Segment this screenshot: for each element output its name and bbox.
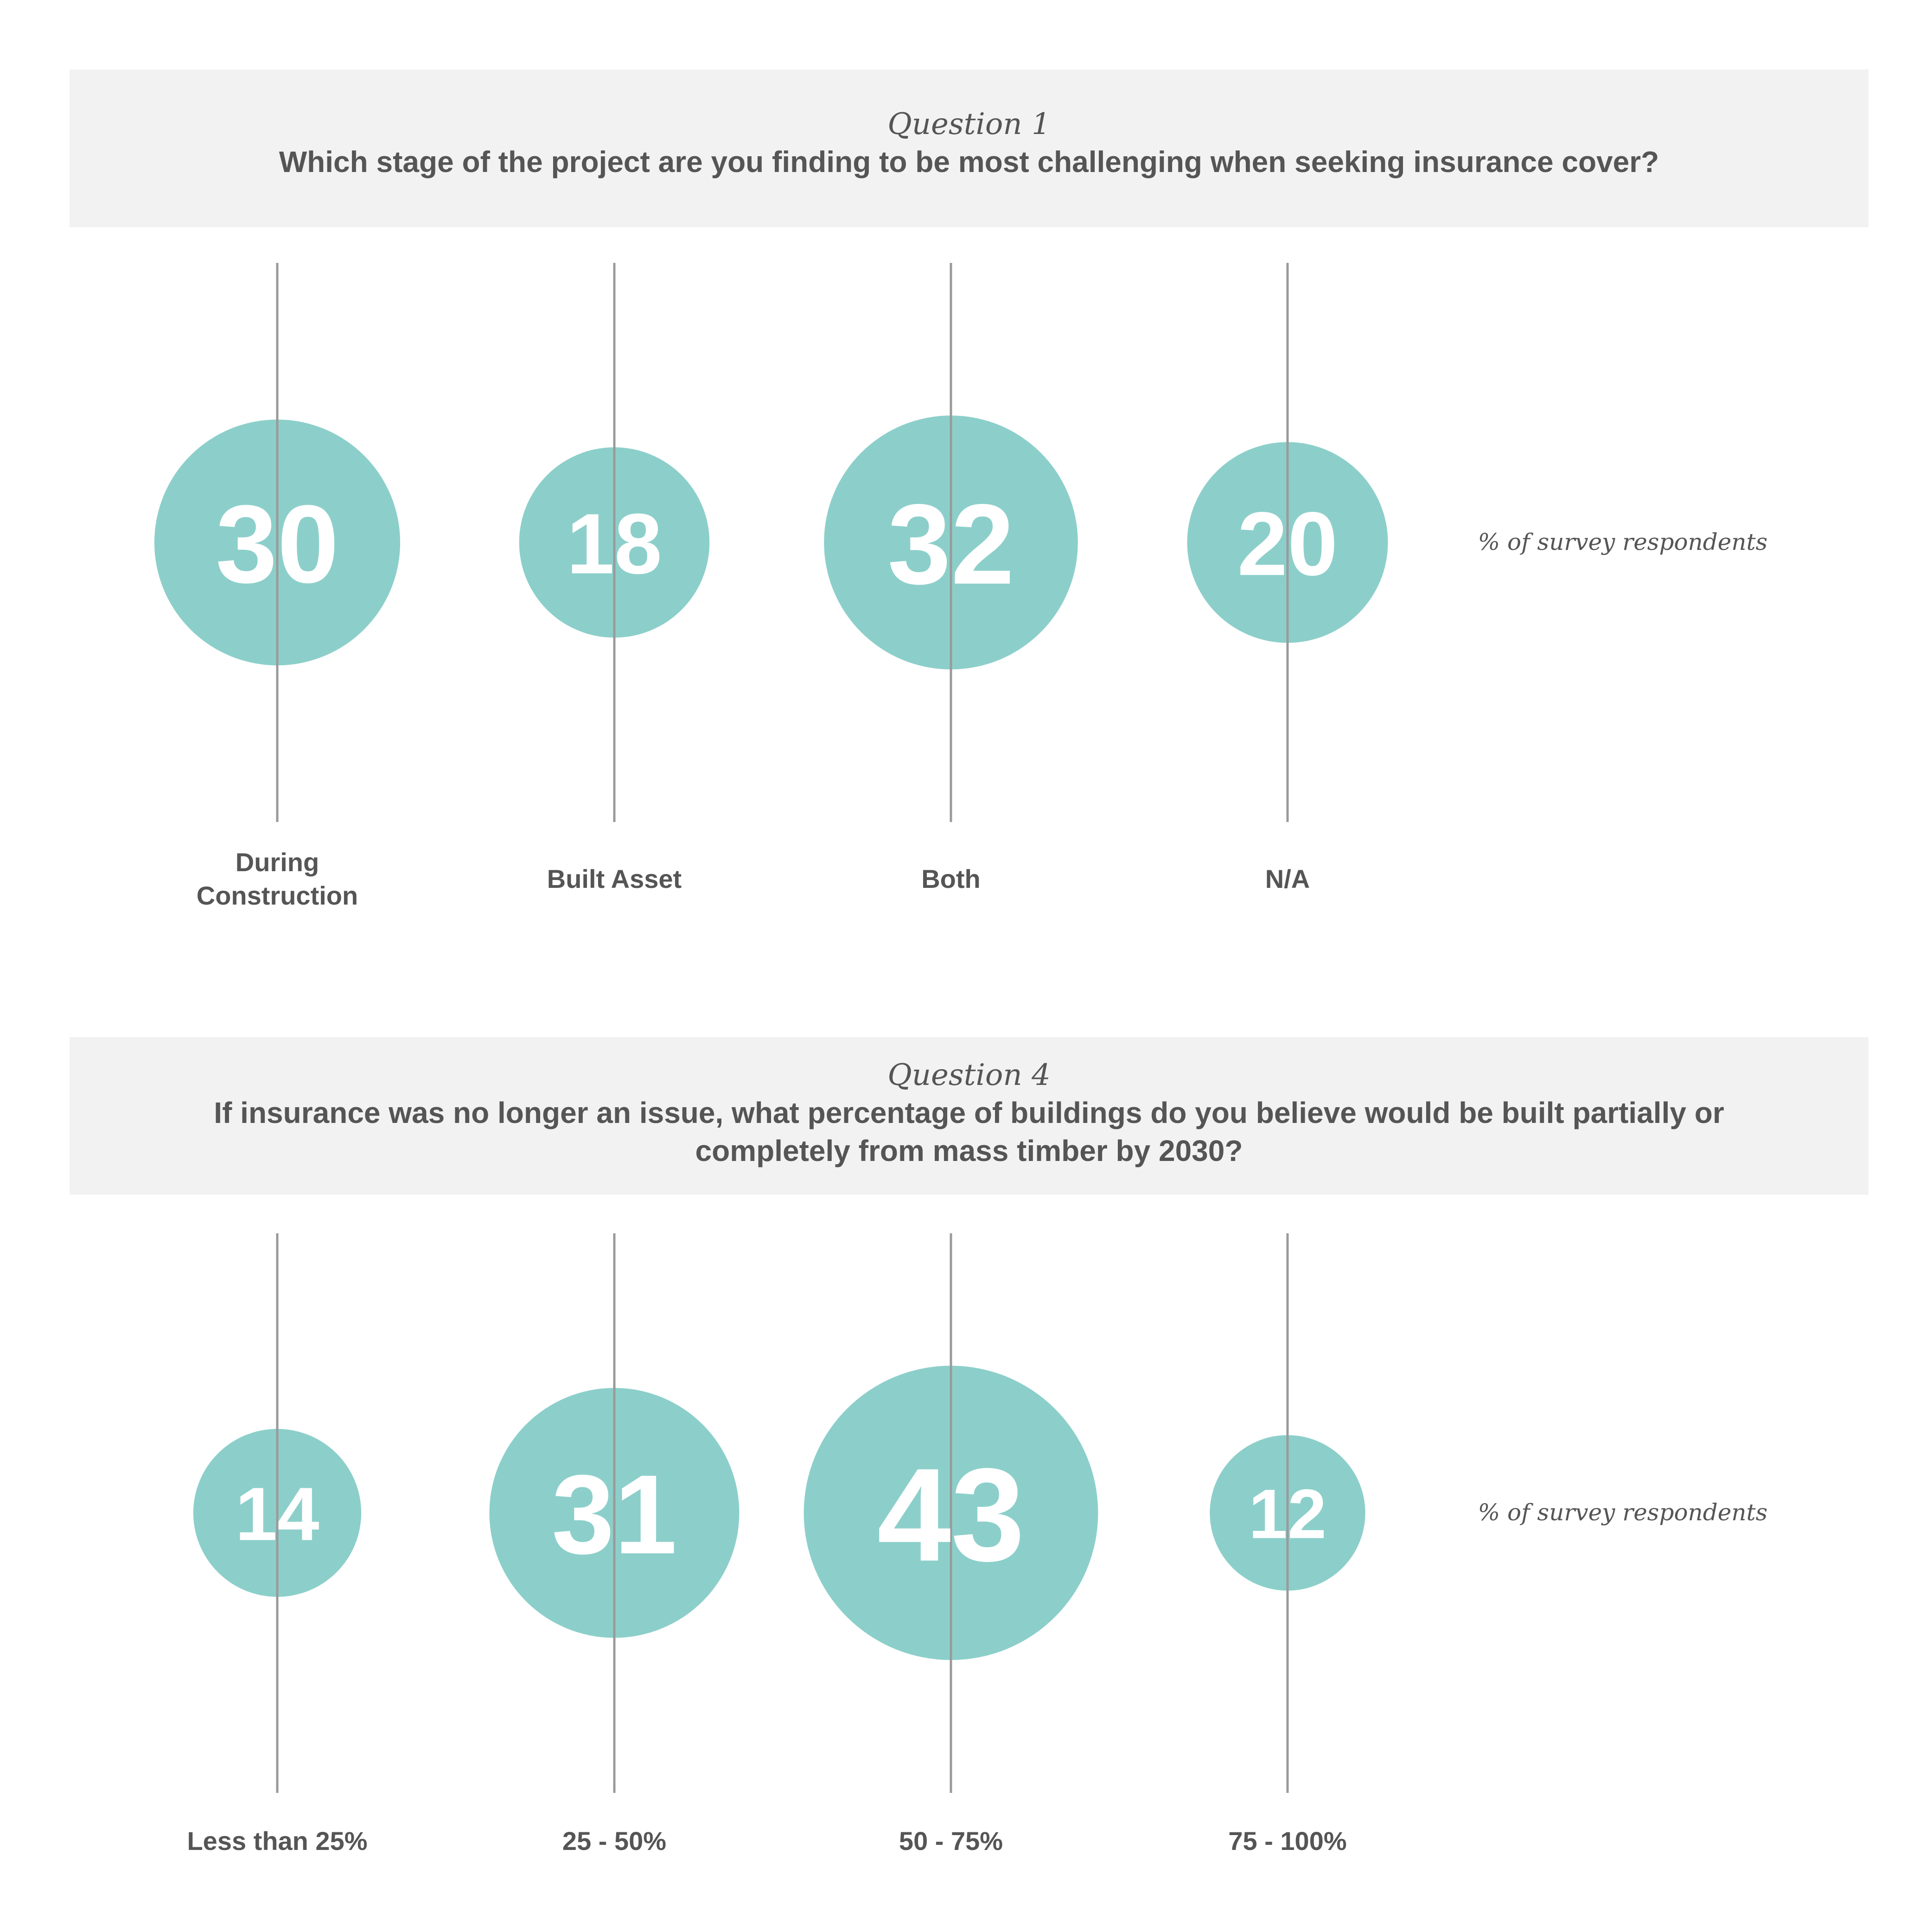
value-label-3: 12 [1249,1474,1326,1553]
category-label-0-line-0: During [236,848,319,877]
question-4-bubble-chart: 14 Less than 25% 31 25 - 50% 43 50 - 75% 12 75 … [187,1233,1768,1855]
value-label-1: 18 [567,497,662,592]
category-label-2: 50 - 75% [899,1826,1003,1855]
category-label-0-line-1: Construction [197,881,358,910]
question-1-label: Question 1 [887,107,1051,141]
question-4-panel: Question 4 If insurance was no longer an… [70,1037,1868,1195]
value-label-0: 30 [216,482,339,606]
value-label-2: 43 [877,1441,1025,1589]
category-label-3: 75 - 100% [1228,1826,1346,1855]
category-label-1: Built Asset [547,864,682,893]
value-label-1: 31 [552,1452,677,1577]
unit-label: % of survey respondents [1478,1499,1768,1526]
value-label-2: 32 [887,481,1014,608]
category-label-0: Less than 25% [187,1826,367,1855]
category-label-2: Both [921,864,981,893]
value-label-3: 20 [1237,493,1338,594]
question-4-title: If insurance was no longer an issue, wha… [214,1096,1724,1167]
category-label-1: 25 - 50% [562,1826,666,1855]
value-label-0: 14 [235,1472,319,1556]
question-4-label: Question 4 [887,1058,1051,1092]
category-label-3: N/A [1265,864,1310,893]
question-1-panel: Question 1 Which stage of the project ar… [70,70,1868,227]
question-1-title: Which stage of the project are you findi… [279,145,1659,179]
unit-label: % of survey respondents [1478,529,1768,555]
question-1-bubble-chart: 30 During Construction 18 Built Asset 32 Both 2… [154,263,1768,910]
